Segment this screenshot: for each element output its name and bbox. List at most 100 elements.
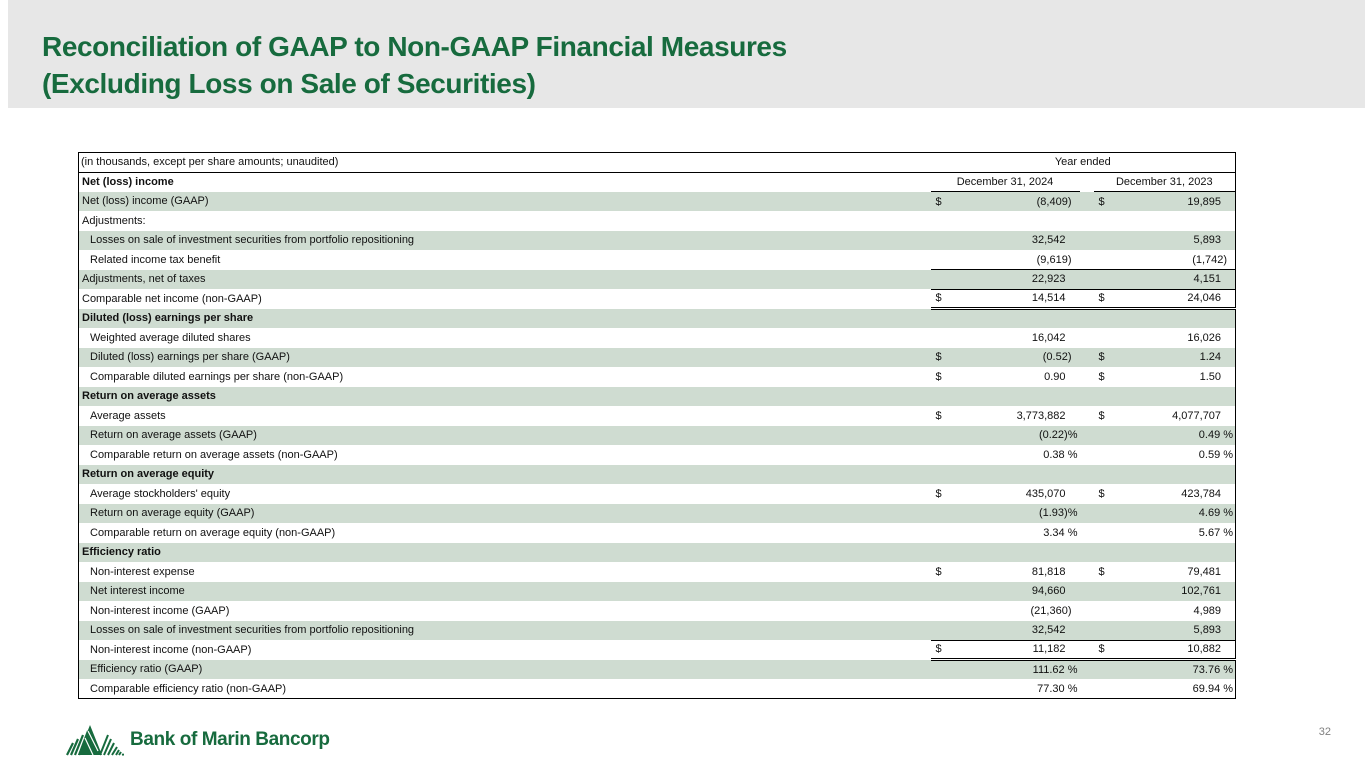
value-cell-2023 — [1117, 386, 1236, 406]
value-cell-2023: 4.69 % — [1117, 503, 1236, 523]
dollar-sign-cell-2023: $ — [1093, 347, 1118, 367]
row-label-cell: Losses on sale of investment securities … — [78, 230, 931, 250]
value-cell-2024: 32,542 — [954, 230, 1080, 250]
row-label: Comparable return on average assets (non… — [90, 448, 338, 461]
value-cell-2024: 32,542 — [954, 620, 1080, 641]
column-gap — [1079, 269, 1094, 290]
dollar-sign-cell-2024 — [931, 601, 955, 621]
value-cell-2024 — [954, 542, 1080, 562]
column-gap — [1079, 542, 1094, 562]
row-label-cell: Return on average assets (GAAP) — [78, 425, 931, 445]
dollar-sign-cell-2024: $ — [930, 640, 955, 661]
row-label: Non-interest income (non-GAAP) — [90, 643, 252, 656]
value-cell-2023: 16,026 — [1187, 331, 1222, 344]
dollar-sign-cell-2023 — [1093, 308, 1118, 328]
row-label-cell: Diluted (loss) earnings per share — [78, 308, 931, 328]
dollar-sign-cell-2023 — [1094, 679, 1118, 699]
dollar-sign-cell-2023 — [1093, 250, 1118, 270]
dollar-sign-cell-2024 — [931, 445, 955, 465]
value-cell-2023: 79,481 — [1187, 565, 1222, 578]
row-label-cell: Non-interest expense — [79, 562, 931, 582]
dollar-sign-cell-2024 — [931, 679, 955, 699]
dollar-sign-cell-2023 — [1093, 386, 1118, 406]
value-cell-2024: (0.52) — [954, 347, 1080, 367]
page-title: Reconciliation of GAAP to Non-GAAP Finan… — [42, 28, 787, 102]
row-label-cell: Average stockholders' equity — [79, 484, 931, 504]
column-gap — [1080, 562, 1094, 582]
reconciliation-table: (in thousands, except per share amounts;… — [78, 152, 1237, 699]
row-label-cell: Comparable net income (non-GAAP) — [79, 289, 931, 309]
table-caption-row: (in thousands, except per share amounts;… — [78, 152, 1236, 173]
table-row: Comparable net income (non-GAAP) $ 14,51… — [79, 289, 1236, 310]
column-gap — [1079, 425, 1094, 445]
column-gap — [1079, 640, 1094, 661]
dollar-sign-cell-2024: $ — [930, 191, 955, 211]
row-label: Comparable efficiency ratio (non-GAAP) — [90, 682, 287, 695]
value-cell-2024: 3.34 % — [1043, 526, 1078, 539]
dollar-sign-cell-2023 — [1094, 211, 1118, 231]
row-label-cell: Efficiency ratio (GAAP) — [78, 659, 931, 679]
row-label: Return on average assets (GAAP) — [90, 429, 257, 442]
row-label: Comparable diluted earnings per share (n… — [90, 370, 344, 383]
value-cell-2023: 423,784 — [1181, 487, 1222, 500]
col-header-2024: December 31, 2024 — [930, 172, 1080, 192]
row-label-cell: Comparable return on average equity (non… — [79, 523, 931, 543]
dollar-sign-cell-2024: $ — [930, 289, 955, 310]
row-label: Diluted (loss) earnings per share — [82, 312, 254, 325]
dollar-sign-cell-2023 — [1093, 581, 1118, 601]
dollar-sign-cell-2024: $ — [930, 347, 955, 367]
dollar-sign-cell-2024 — [930, 659, 955, 679]
column-gap — [1080, 211, 1094, 231]
row-label-cell: Comparable diluted earnings per share (n… — [79, 367, 931, 387]
title-line-2: (Excluding Loss on Sale of Securities) — [42, 68, 536, 99]
table-row: Diluted (loss) earnings per share — [78, 308, 1236, 328]
value-cell-2024: 111.62 % — [954, 659, 1080, 679]
table-row: Average assets $ 3,773,882 $ 4,077,707 — [79, 406, 1236, 426]
reconciliation-table-container: (in thousands, except per share amounts;… — [78, 152, 1237, 699]
value-cell-2024: 22,923 — [954, 269, 1080, 290]
column-header-row: Net (loss) income December 31, 2024 Dece… — [79, 172, 1236, 192]
row-label-cell: Net interest income — [78, 581, 931, 601]
value-cell-2024: (1.93)% — [954, 503, 1080, 523]
dollar-sign-cell-2023: $ — [1098, 370, 1105, 383]
value-cell-2024: 3,773,882 — [1016, 409, 1066, 422]
dollar-sign-cell-2023 — [1093, 425, 1118, 445]
row-label: Average assets — [90, 409, 166, 422]
column-gap — [1079, 386, 1094, 406]
value-cell-2024: (0.22)% — [954, 425, 1080, 445]
row-label-cell: Return on average equity — [78, 464, 931, 484]
dollar-sign-cell-2024 — [930, 269, 955, 290]
value-cell-2023: 4,077,707 — [1172, 409, 1222, 422]
value-cell-2023: 5.67 % — [1198, 526, 1234, 539]
dollar-sign-cell-2023 — [1094, 445, 1118, 465]
table-row: Non-interest income (non-GAAP) $ 11,182 … — [79, 640, 1236, 661]
value-cell-2023 — [1117, 308, 1236, 328]
value-cell-2023: 0.59 % — [1198, 448, 1234, 461]
dollar-sign-cell-2024: $ — [935, 370, 942, 383]
column-gap — [1079, 308, 1094, 328]
row-label: Return on average equity — [82, 468, 215, 481]
table-row: Comparable diluted earnings per share (n… — [79, 367, 1236, 387]
value-cell-2023: 5,893 — [1117, 620, 1236, 641]
column-gap — [1080, 445, 1094, 465]
value-cell-2023: 73.76 % — [1117, 659, 1236, 679]
value-cell-2023 — [1118, 211, 1236, 231]
column-gap — [1080, 172, 1094, 192]
value-cell-2023: 4,151 — [1117, 269, 1236, 290]
column-gap — [1080, 328, 1094, 348]
dollar-sign-cell-2023 — [1094, 601, 1118, 621]
value-cell-2024: 94,660 — [954, 581, 1080, 601]
table-row: Return on average assets (GAAP) (0.22)% … — [78, 425, 1236, 445]
row-label: Average stockholders' equity — [90, 487, 231, 500]
dollar-sign-cell-2024 — [930, 464, 955, 484]
column-gap — [1079, 289, 1094, 310]
dollar-sign-cell-2024: $ — [935, 409, 942, 422]
value-cell-2023: 102,761 — [1117, 581, 1236, 601]
table-row: Diluted (loss) earnings per share (GAAP)… — [78, 347, 1236, 367]
table-caption: (in thousands, except per share amounts;… — [78, 152, 931, 173]
row-label-cell: Related income tax benefit — [79, 250, 931, 270]
column-gap — [1080, 601, 1094, 621]
year-ended-header: Year ended — [930, 152, 1236, 173]
table-row: Adjustments, net of taxes 22,923 4,151 — [78, 269, 1236, 290]
